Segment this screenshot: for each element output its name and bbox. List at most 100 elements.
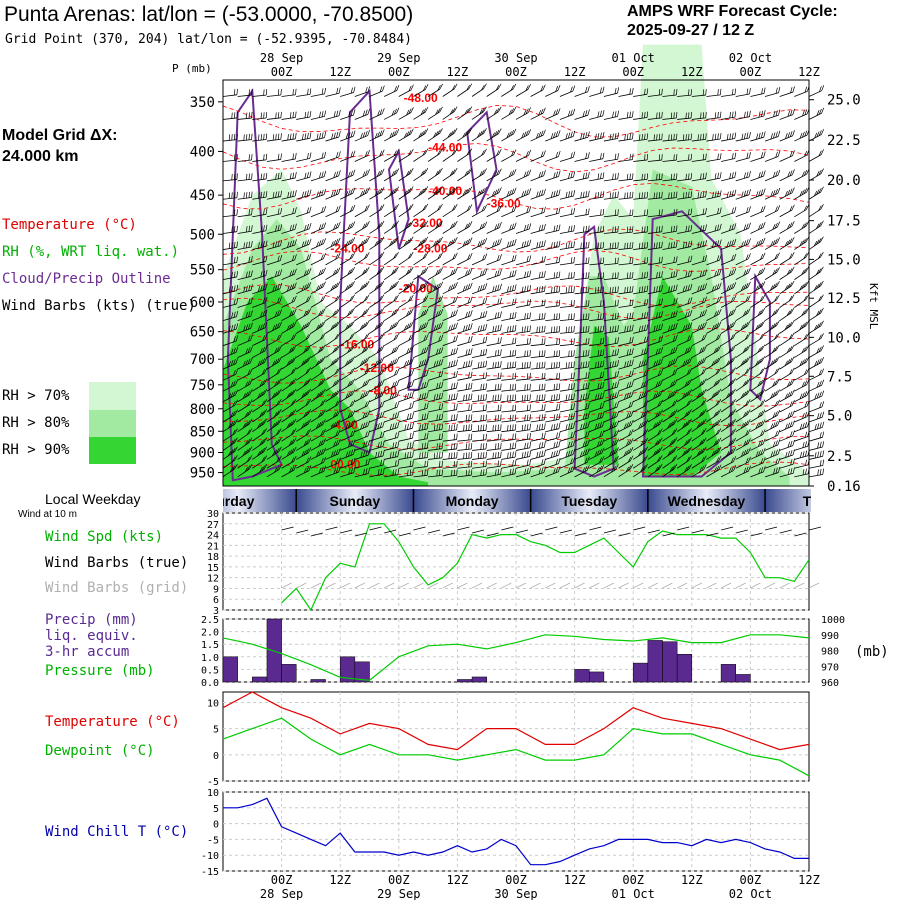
wind-barb-flag — [250, 270, 253, 277]
wind-barb-flag — [466, 107, 470, 114]
wind-barb-flag — [389, 393, 393, 400]
wind-barb-flag — [264, 367, 268, 374]
wind-barb-flag — [455, 371, 458, 377]
wind-barb-flag — [263, 133, 265, 140]
wind-barb-flag — [424, 252, 429, 258]
wind-barb-flag — [568, 362, 570, 369]
wind-barb-flag — [345, 324, 349, 331]
wind-barb-flag — [424, 469, 426, 476]
wind-barb-flag — [439, 128, 443, 134]
wind-barb-flag — [587, 402, 590, 409]
wind-barb-flag — [555, 458, 559, 465]
wind-barb-flag — [365, 130, 368, 137]
wind-barb-flag — [337, 267, 341, 273]
wind-barb-flag — [512, 312, 514, 319]
wind-barb-flag — [410, 84, 414, 91]
wind-barb-flag — [410, 308, 414, 314]
wind-barb-flag — [305, 322, 309, 328]
wind-barb-flag — [514, 442, 517, 449]
wind-barb-flag — [529, 361, 531, 368]
wind-barb-flag — [321, 223, 324, 230]
wind-barb-flag — [555, 467, 559, 473]
wind-barb-flag — [492, 452, 494, 459]
wind-barb-flag — [587, 131, 590, 138]
wind-barb-flag — [351, 389, 356, 395]
wind-barb-flag — [452, 253, 456, 260]
wind-barb-flag — [468, 128, 473, 134]
wind-barb-flag — [380, 450, 383, 457]
wind-barb-flag — [467, 269, 471, 275]
wind-barb-flag — [393, 296, 397, 302]
wind-barb-flag — [262, 346, 266, 353]
wind-barb-flag — [334, 379, 339, 386]
wind-barb-flag — [498, 168, 502, 175]
wind-barb-flag — [315, 285, 320, 291]
wind-barb-flag — [582, 467, 586, 473]
wind-barb-flag — [250, 310, 253, 317]
wind-barb-flag — [394, 441, 397, 448]
wind-barb-flag — [303, 449, 307, 456]
temp-tick-label: 10 — [207, 698, 219, 709]
wind-barb-flag — [347, 422, 351, 428]
wind-barb-flag — [572, 448, 576, 455]
pressure-tick-label: 950 — [190, 466, 215, 482]
wind-barb-flag — [541, 450, 544, 457]
wind-barb-flag — [454, 148, 458, 154]
wind-barb-flag — [454, 203, 458, 210]
wind-barb-flag — [323, 222, 327, 229]
wind-barb-flag — [558, 313, 561, 320]
wind-barb-flag — [529, 414, 531, 421]
wind-barb-flag — [236, 284, 239, 291]
wind-barb-flag — [514, 383, 517, 390]
wind-barb-flag — [292, 207, 295, 214]
wind-barb-flag — [509, 362, 512, 369]
wind-barb-flag — [435, 131, 439, 137]
wind-barb-flag — [278, 455, 282, 462]
wind-barb-flag — [541, 189, 544, 196]
wind-barb-flag — [469, 268, 473, 274]
wind-barb-flag — [821, 401, 825, 407]
wind-barb-flag — [393, 187, 397, 194]
wind-barb-flag — [524, 271, 527, 278]
wind-barb-flag — [288, 440, 293, 446]
wind-barb-flag — [480, 424, 482, 431]
wind-barb-flag — [594, 362, 597, 369]
wind-barb-flag — [295, 152, 297, 159]
wind-barb-flag — [407, 221, 412, 228]
wind-barb-flag — [274, 359, 278, 365]
wind-barb-flag — [456, 382, 458, 389]
wind-barb-flag — [524, 384, 526, 391]
precip-bar — [281, 664, 297, 683]
wind-barb-flag — [468, 186, 473, 192]
wind-barb-flag — [512, 404, 514, 411]
wind-barb-flag — [521, 241, 524, 248]
wind-barb-flag — [365, 86, 368, 93]
wind-barb-flag — [573, 190, 576, 197]
wind-barb-flag — [556, 286, 558, 293]
wind-barb-flag — [536, 242, 539, 249]
wind-barb-flag — [406, 310, 410, 317]
wind-barb-flag — [470, 371, 473, 378]
wind-barb-flag — [602, 313, 605, 320]
wind-barb-flag — [437, 282, 441, 289]
wind-barb-flag — [347, 269, 351, 276]
wind-barb-flag — [499, 283, 502, 290]
wind-barb-flag — [364, 411, 368, 418]
wind-barb-flag — [599, 392, 602, 399]
wind-barb-flag — [470, 414, 473, 421]
wind-barb-flag — [470, 424, 473, 431]
wind-barb-flag — [307, 399, 311, 405]
wind-barb-flag — [260, 112, 262, 119]
wind-barb-flag — [424, 413, 427, 420]
wind-barb-flag — [523, 224, 527, 231]
wind-barb-flag — [553, 450, 556, 457]
wind-barb-flag — [514, 337, 517, 344]
weekday-label: T — [803, 493, 812, 509]
wind-barb-flag — [404, 360, 407, 367]
wind-barb-flag — [410, 203, 414, 210]
wind-barb-flag — [376, 323, 380, 329]
wind-barb-flag — [418, 190, 422, 196]
wind-barb-flag — [338, 466, 341, 473]
